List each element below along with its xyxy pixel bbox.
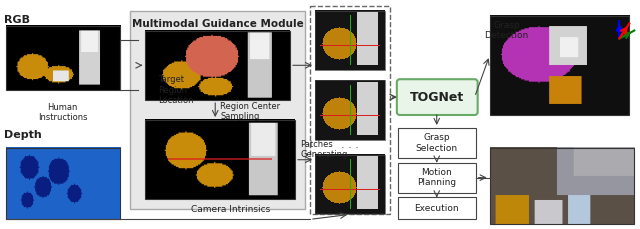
- Text: Depth: Depth: [4, 130, 42, 140]
- Bar: [398, 128, 476, 158]
- Bar: [315, 155, 385, 214]
- Bar: [6, 26, 120, 90]
- Text: Target
Region
Location: Target Region Location: [158, 75, 194, 105]
- FancyBboxPatch shape: [397, 79, 477, 115]
- Text: Execution: Execution: [415, 204, 459, 213]
- Text: Human
Instructions: Human Instructions: [38, 103, 87, 123]
- Bar: [145, 30, 290, 100]
- Bar: [310, 6, 390, 214]
- Bar: [145, 120, 295, 199]
- Text: Grasp
Detection: Grasp Detection: [484, 21, 529, 40]
- Bar: [131, 11, 305, 210]
- Text: TOGNet: TOGNet: [410, 91, 464, 104]
- Text: Camera Intrinsics: Camera Intrinsics: [191, 205, 270, 214]
- Bar: [398, 197, 476, 219]
- Bar: [315, 11, 385, 70]
- Bar: [398, 163, 476, 193]
- Text: Multimodal Guidance Module: Multimodal Guidance Module: [132, 19, 304, 29]
- Bar: [490, 148, 634, 224]
- Text: RGB: RGB: [4, 15, 29, 25]
- Text: · · ·: · · ·: [341, 143, 359, 153]
- Bar: [6, 148, 120, 219]
- Bar: [490, 16, 629, 115]
- Bar: [315, 80, 385, 140]
- Text: Region Center
Sampling: Region Center Sampling: [220, 102, 280, 121]
- Text: Patches
Generating: Patches Generating: [300, 140, 348, 159]
- Text: Grasp
Selection: Grasp Selection: [416, 133, 458, 153]
- Text: Motion
Planning: Motion Planning: [417, 168, 456, 187]
